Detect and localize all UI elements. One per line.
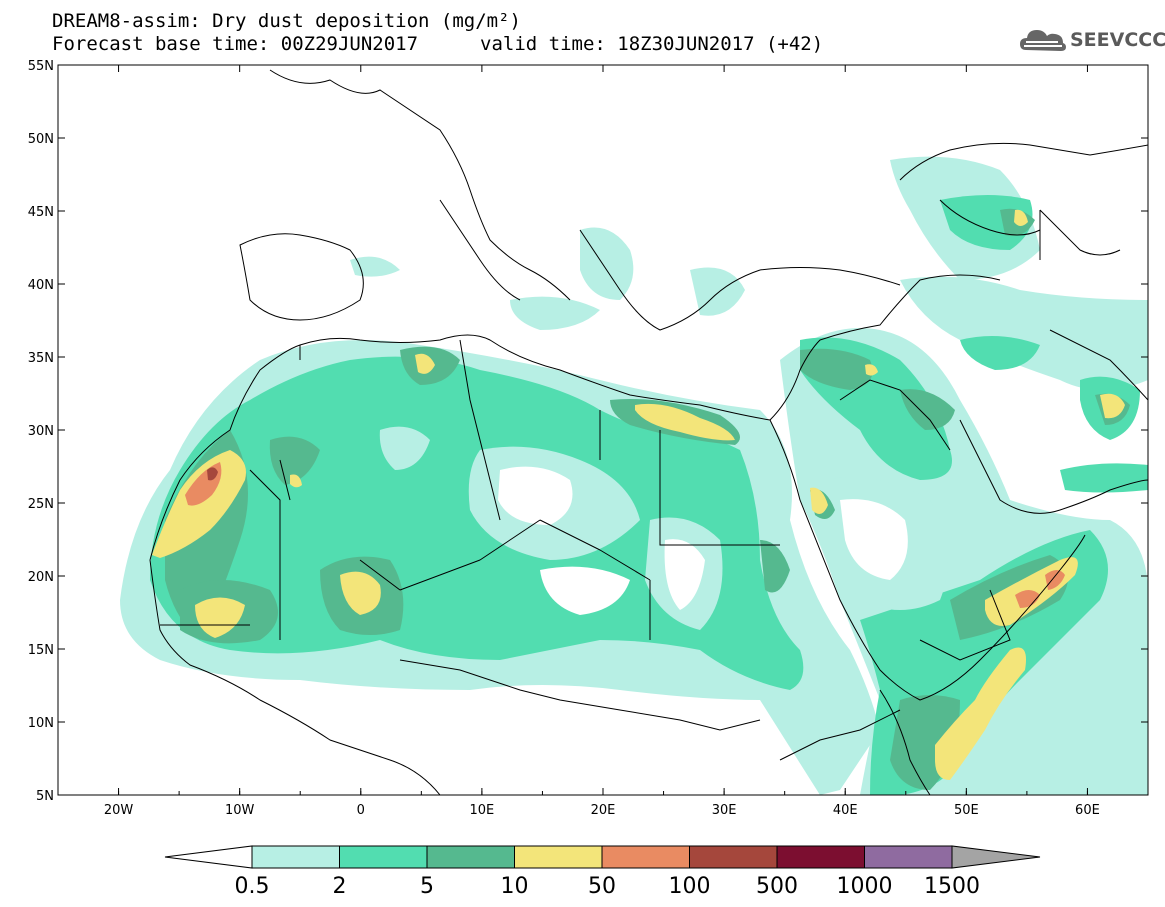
coastlines: [149, 69, 1148, 795]
map-axes: 55N 50N 45N 40N 35N 30N 25N 20N 15N 10N 5N 20W 10W 0 1…: [28, 59, 1149, 818]
seevccc-logo: SEEVCCC: [1018, 24, 1165, 60]
lat-label: 30N: [28, 424, 54, 439]
lat-label: 40N: [28, 278, 54, 293]
lat-label: 50N: [28, 132, 54, 147]
valid-time: valid time: 18Z30JUN2017 (+42): [480, 33, 824, 55]
lat-label: 55N: [28, 59, 54, 74]
lon-label: 40E: [833, 803, 858, 818]
colorbar-label: 1500: [924, 874, 980, 899]
colorbar-label: 1000: [837, 874, 893, 899]
colorbar-swatch: [251, 845, 340, 869]
colorbar-swatch: [601, 845, 690, 869]
colorbar-label: 500: [756, 874, 798, 899]
lon-label: 30E: [712, 803, 737, 818]
lon-label: 50E: [954, 803, 979, 818]
dust-fields: [120, 156, 1148, 795]
forecast-base-time: Forecast base time: 00Z29JUN2017: [52, 33, 419, 55]
colorbar-label: 100: [669, 874, 711, 899]
colorbar-swatch: [689, 845, 778, 869]
map-title: DREAM8-assim: Dry dust deposition (mg/m²…: [52, 10, 521, 32]
dust-free-areas: [498, 466, 908, 615]
logo-text: SEEVCCC: [1070, 29, 1165, 51]
colorbar-low-arrow: [164, 845, 253, 869]
lat-label: 35N: [28, 351, 54, 366]
colorbar-swatch: [514, 845, 603, 869]
colorbar-label: 0.5: [235, 874, 270, 899]
colorbar-high-arrow: [951, 845, 1041, 869]
lat-label: 45N: [28, 205, 54, 220]
lat-label: 25N: [28, 497, 54, 512]
lon-label: 0: [357, 803, 365, 818]
cloud-icon: [1020, 30, 1066, 51]
lat-label: 20N: [28, 570, 54, 585]
lon-label: 20W: [104, 803, 134, 818]
colorbar-label: 10: [501, 874, 529, 899]
dust-level-100: [207, 467, 218, 481]
lon-label: 60E: [1075, 803, 1100, 818]
lon-label: 20E: [591, 803, 616, 818]
colorbar: 0.5 2 5 10 50 100 500 1000 1500: [164, 845, 1041, 899]
colorbar-label: 2: [333, 874, 347, 899]
lat-label: 15N: [28, 643, 54, 658]
colorbar-swatch: [426, 845, 515, 869]
lon-label: 10E: [470, 803, 495, 818]
lat-label: 5N: [36, 789, 54, 804]
colorbar-label: 5: [420, 874, 434, 899]
colorbar-label: 50: [588, 874, 616, 899]
lon-label: 10W: [225, 803, 255, 818]
colorbar-swatch: [339, 845, 428, 869]
colorbar-swatch: [864, 845, 953, 869]
colorbar-swatch: [776, 845, 865, 869]
lat-label: 10N: [28, 716, 54, 731]
